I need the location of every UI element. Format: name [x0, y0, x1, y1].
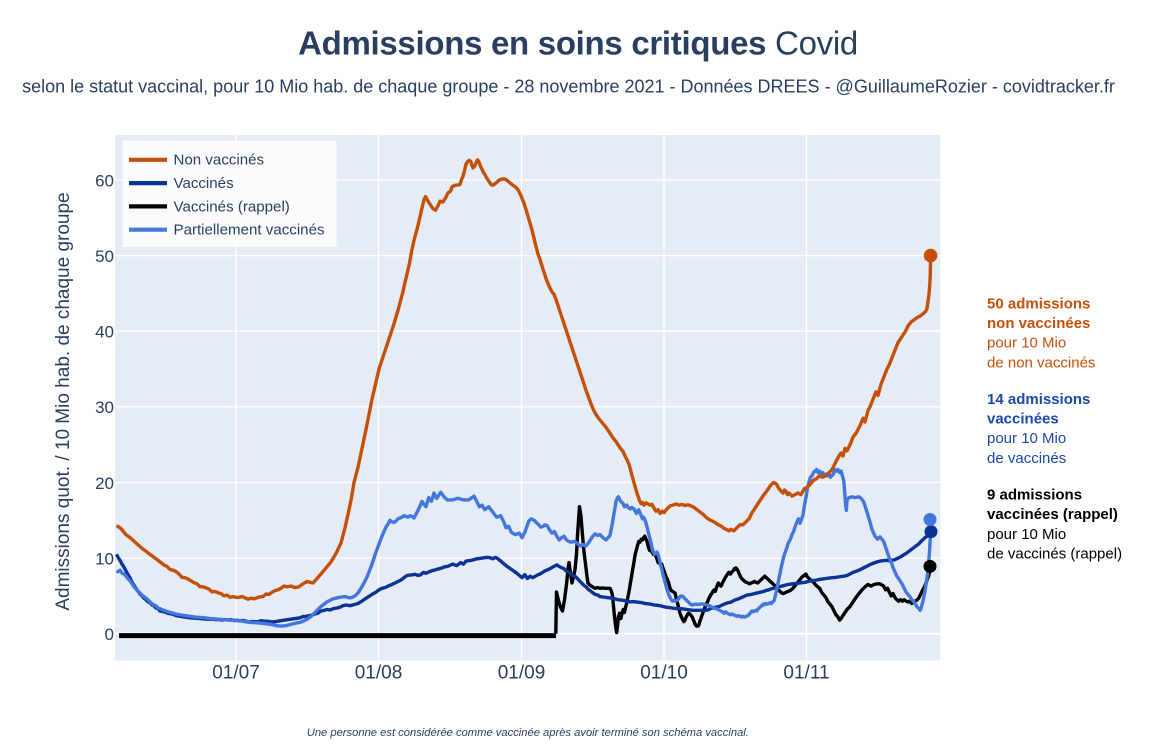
svg-text:01/09: 01/09 — [498, 663, 546, 684]
svg-text:01/08: 01/08 — [355, 663, 403, 684]
svg-text:Admissions en soins critiques: Admissions en soins critiques Covid — [298, 25, 858, 62]
svg-text:selon le statut vaccinal, pour: selon le statut vaccinal, pour 10 Mio ha… — [22, 77, 1115, 97]
svg-text:non vaccinées: non vaccinées — [987, 315, 1090, 332]
svg-text:14 admissions: 14 admissions — [987, 391, 1090, 408]
svg-text:9 admissions: 9 admissions — [987, 486, 1082, 503]
svg-text:Vaccinés: Vaccinés — [174, 175, 234, 192]
svg-text:Une personne est considérée co: Une personne est considérée comme vaccin… — [307, 727, 749, 739]
svg-text:Vaccinés (rappel): Vaccinés (rappel) — [174, 198, 290, 215]
svg-text:50 admissions: 50 admissions — [987, 295, 1090, 312]
svg-text:pour 10 Mio: pour 10 Mio — [987, 335, 1066, 352]
svg-text:01/07: 01/07 — [212, 663, 260, 684]
svg-text:pour 10 Mio: pour 10 Mio — [987, 526, 1066, 543]
svg-text:Partiellement vaccinés: Partiellement vaccinés — [174, 222, 325, 239]
svg-text:60: 60 — [95, 171, 114, 190]
svg-text:Non vaccinés: Non vaccinés — [174, 152, 265, 169]
svg-text:0: 0 — [105, 625, 114, 644]
svg-text:vaccinées: vaccinées — [987, 411, 1059, 428]
svg-text:01/11: 01/11 — [783, 663, 829, 684]
svg-text:de vaccinés: de vaccinés — [987, 450, 1066, 467]
svg-text:pour 10 Mio: pour 10 Mio — [987, 430, 1066, 447]
svg-text:30: 30 — [95, 398, 114, 417]
svg-text:vaccinées (rappel): vaccinées (rappel) — [987, 506, 1118, 523]
svg-text:Admissions quot. / 10 Mio hab.: Admissions quot. / 10 Mio hab. de chaque… — [53, 192, 74, 610]
svg-text:40: 40 — [95, 323, 114, 342]
svg-text:01/10: 01/10 — [640, 663, 688, 684]
svg-text:20: 20 — [95, 474, 114, 493]
svg-text:10: 10 — [95, 549, 114, 568]
svg-text:de vaccinés (rappel): de vaccinés (rappel) — [987, 546, 1122, 563]
svg-text:de non vaccinés: de non vaccinés — [987, 354, 1095, 371]
svg-text:50: 50 — [95, 247, 114, 266]
